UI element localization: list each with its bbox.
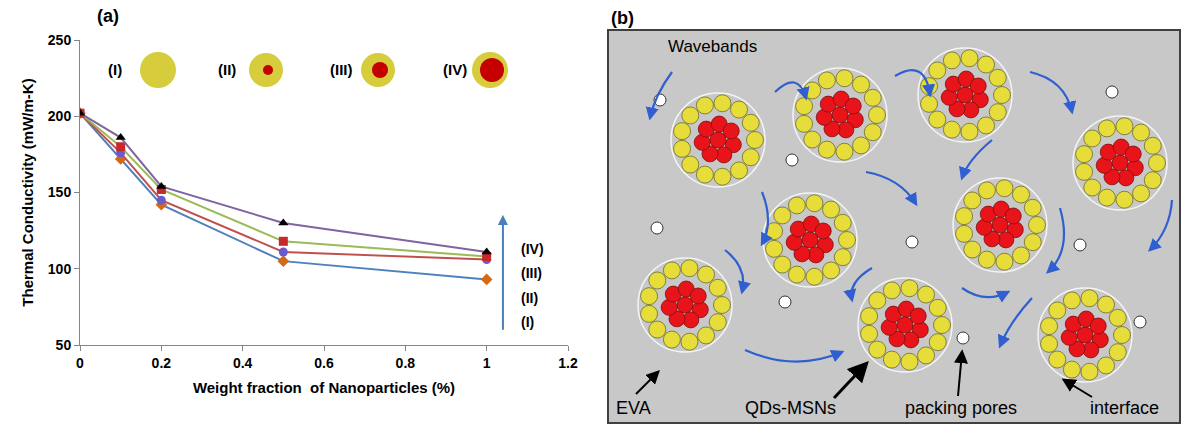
- svg-text:0: 0: [76, 355, 84, 371]
- svg-text:(b): (b): [611, 8, 634, 28]
- svg-text:(I): (I): [521, 314, 534, 330]
- svg-text:1: 1: [483, 355, 491, 371]
- svg-text:interface: interface: [1090, 398, 1159, 418]
- svg-text:250: 250: [48, 32, 72, 48]
- svg-text:0.4: 0.4: [233, 355, 253, 371]
- svg-text:0.8: 0.8: [396, 355, 416, 371]
- svg-text:(a): (a): [97, 6, 119, 26]
- svg-text:Wavebands: Wavebands: [668, 37, 757, 56]
- svg-text:packing pores: packing pores: [905, 398, 1017, 418]
- svg-text:(III): (III): [330, 61, 353, 78]
- svg-text:(IV): (IV): [521, 241, 544, 257]
- svg-text:EVA: EVA: [616, 398, 651, 418]
- svg-text:(III): (III): [521, 265, 542, 281]
- svg-text:(IV): (IV): [443, 61, 467, 78]
- svg-text:50: 50: [56, 337, 72, 353]
- svg-text:(II): (II): [521, 290, 538, 306]
- svg-text:(I): (I): [108, 61, 122, 78]
- svg-text:150: 150: [48, 184, 72, 200]
- svg-text:0.6: 0.6: [314, 355, 334, 371]
- svg-text:QDs-MSNs: QDs-MSNs: [745, 398, 836, 418]
- svg-text:1.2: 1.2: [558, 355, 578, 371]
- svg-text:200: 200: [48, 108, 72, 124]
- svg-text:0.2: 0.2: [152, 355, 172, 371]
- svg-text:Weight fraction of Nanopartic: Weight fraction of Nanoparticles (%): [193, 379, 455, 396]
- svg-text:Thermal Conductivity (mW/m-K): Thermal Conductivity (mW/m-K): [19, 78, 36, 306]
- svg-text:(II): (II): [218, 61, 236, 78]
- svg-text:100: 100: [48, 261, 72, 277]
